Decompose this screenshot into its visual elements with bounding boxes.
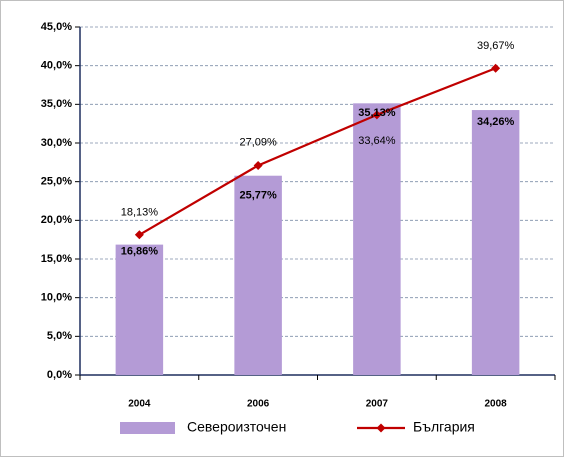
line-value-label: 18,13%: [121, 207, 159, 219]
legend-swatch: [120, 422, 175, 434]
legend-label: Североизточен: [187, 419, 286, 435]
line-value-label: 39,67%: [477, 40, 515, 52]
y-tick-label: 25,0%: [41, 176, 72, 188]
legend-label: България: [413, 419, 475, 435]
line-value-label: 27,09%: [239, 136, 277, 148]
bar: [353, 103, 401, 375]
line-marker: [372, 110, 382, 120]
x-labels: 2004 2006 2007 2008: [128, 399, 508, 410]
bar-value-label: 34,26%: [477, 116, 515, 128]
bar-value-label: 25,77%: [239, 190, 277, 202]
y-tick-label: 40,0%: [41, 60, 72, 72]
line-value-label: 33,64%: [358, 135, 396, 147]
line-marker: [253, 161, 263, 171]
line-marker: [491, 63, 501, 73]
line: [138, 67, 497, 236]
bar-value-label: 16,86%: [121, 246, 159, 258]
bar: [115, 244, 164, 375]
y-tick-label: 5,0%: [47, 330, 72, 342]
y-tick-label: 45,0%: [41, 21, 72, 33]
y-tick-label: 0,0%: [47, 369, 72, 381]
y-tick-label: 20,0%: [41, 214, 72, 226]
y-tick-label: 10,0%: [41, 292, 72, 304]
y-tick-label: 15,0%: [41, 253, 72, 265]
y-tick-label: 30,0%: [41, 137, 72, 149]
bar: [234, 175, 282, 375]
x-tick-label: 2008: [485, 399, 508, 410]
line-marker: [134, 230, 144, 240]
bar-value-label: 35,13%: [358, 107, 396, 119]
x-tick-label: 2004: [128, 399, 151, 410]
x-tick-label: 2006: [247, 399, 270, 410]
legend-marker: [376, 423, 386, 433]
y-tick-label: 35,0%: [41, 98, 72, 110]
x-tick-label: 2007: [366, 399, 389, 410]
bar: [471, 110, 520, 375]
